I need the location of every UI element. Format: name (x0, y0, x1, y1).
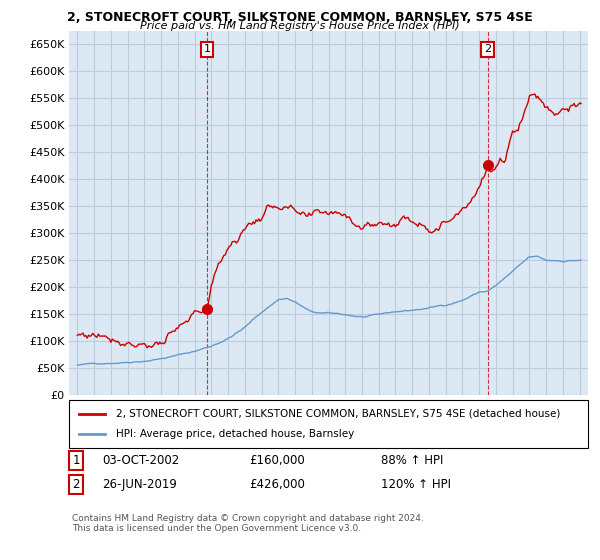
Text: 1: 1 (73, 454, 80, 468)
Text: £160,000: £160,000 (249, 454, 305, 468)
Text: 1: 1 (203, 44, 211, 54)
Text: 2, STONECROFT COURT, SILKSTONE COMMON, BARNSLEY, S75 4SE (detached house): 2, STONECROFT COURT, SILKSTONE COMMON, B… (116, 409, 560, 419)
Text: £426,000: £426,000 (249, 478, 305, 491)
Text: Price paid vs. HM Land Registry's House Price Index (HPI): Price paid vs. HM Land Registry's House … (140, 21, 460, 31)
Text: 2, STONECROFT COURT, SILKSTONE COMMON, BARNSLEY, S75 4SE: 2, STONECROFT COURT, SILKSTONE COMMON, B… (67, 11, 533, 24)
Text: 26-JUN-2019: 26-JUN-2019 (102, 478, 177, 491)
Text: 88% ↑ HPI: 88% ↑ HPI (381, 454, 443, 468)
Text: 03-OCT-2002: 03-OCT-2002 (102, 454, 179, 468)
Text: 2: 2 (484, 44, 491, 54)
Text: Contains HM Land Registry data © Crown copyright and database right 2024.
This d: Contains HM Land Registry data © Crown c… (72, 514, 424, 533)
Text: 120% ↑ HPI: 120% ↑ HPI (381, 478, 451, 491)
Text: HPI: Average price, detached house, Barnsley: HPI: Average price, detached house, Barn… (116, 429, 354, 438)
Text: 2: 2 (73, 478, 80, 491)
FancyBboxPatch shape (69, 400, 588, 448)
